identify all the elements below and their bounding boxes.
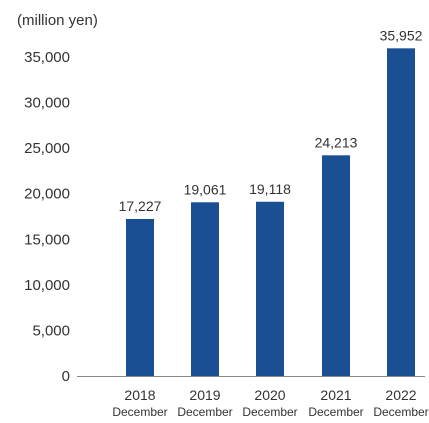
data-label: 35,952 — [380, 27, 423, 43]
bar — [387, 48, 415, 376]
y-tick-label: 5,000 — [32, 322, 70, 339]
x-tick-label-month: December — [373, 405, 428, 419]
bar — [322, 155, 350, 376]
x-tick-label-year: 2018 — [124, 387, 155, 403]
y-tick-label: 15,000 — [24, 231, 70, 248]
x-tick-label-year: 2021 — [320, 387, 351, 403]
x-tick-label-year: 2022 — [385, 387, 416, 403]
y-tick-label: 25,000 — [24, 140, 70, 157]
data-labels: 17,227 19,061 19,118 24,213 35,952 — [119, 27, 423, 214]
x-tick-label-year: 2020 — [254, 387, 285, 403]
y-tick-label: 20,000 — [24, 186, 70, 203]
bars — [126, 48, 415, 376]
y-tick-label: 10,000 — [24, 277, 70, 294]
x-tick-label-month: December — [177, 405, 232, 419]
data-label: 17,227 — [119, 198, 162, 214]
x-tick-label-year: 2019 — [189, 387, 220, 403]
x-tick-label-month: December — [308, 405, 363, 419]
bar — [191, 202, 219, 376]
data-label: 24,213 — [315, 134, 358, 150]
y-tick-label: 0 — [62, 368, 70, 385]
bar — [256, 201, 284, 376]
x-tick-label-month: December — [242, 405, 297, 419]
bar — [126, 218, 154, 376]
x-tick-label-month: December — [112, 405, 167, 419]
data-label: 19,118 — [249, 181, 291, 197]
y-tick-label: 30,000 — [24, 95, 70, 112]
unit-label: (million yen) — [17, 12, 98, 29]
data-label: 19,061 — [184, 181, 227, 197]
y-axis-ticks: 0 5,000 10,000 15,000 20,000 25,000 30,000 35,0… — [24, 49, 70, 385]
x-axis-labels: 2018 December 2019 December 2020 December 2021… — [112, 387, 428, 419]
y-tick-label: 35,000 — [24, 49, 70, 66]
